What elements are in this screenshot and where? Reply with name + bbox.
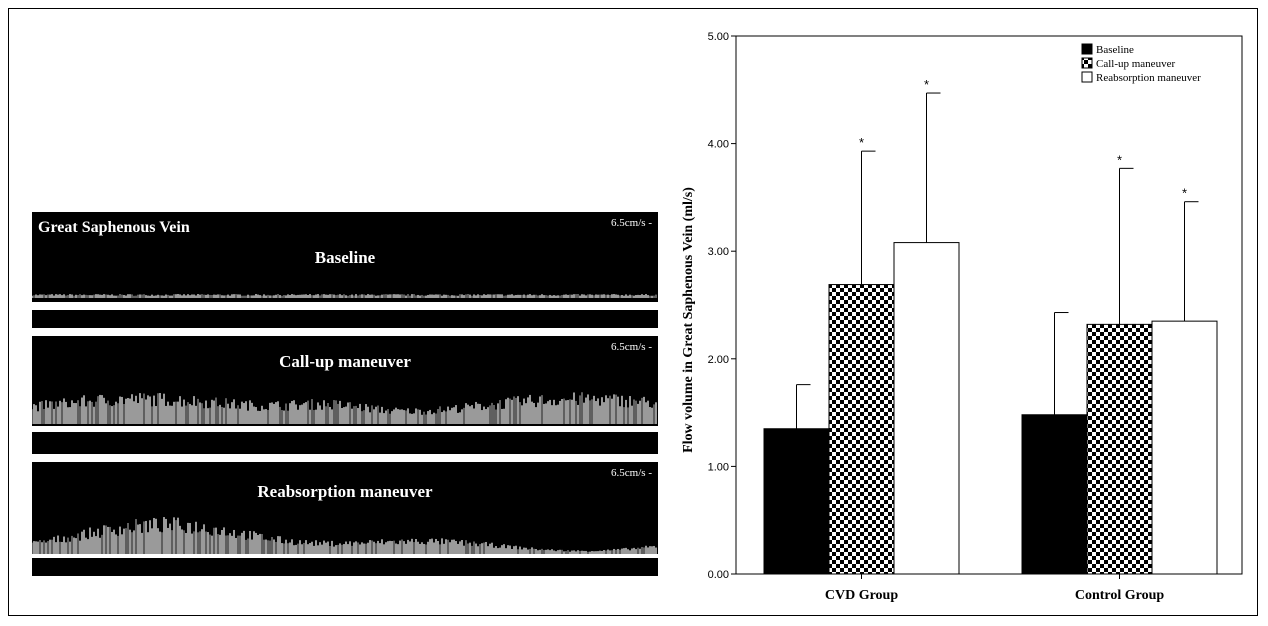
plot-area xyxy=(735,35,1243,575)
y-tick-label: 4.00 xyxy=(708,139,729,151)
bars: * * CVD Group * * Control Group xyxy=(763,77,1218,603)
panel-title-callup: Call-up maneuver xyxy=(279,352,411,371)
legend-swatch xyxy=(1081,57,1093,69)
panel-title-reabsorption: Reabsorption maneuver xyxy=(257,482,433,501)
y-tick-label: 0.00 xyxy=(708,569,729,581)
bar-reabsorption-maneuver-control-group xyxy=(1151,320,1218,575)
velocity-scale: 6.5cm/s - xyxy=(611,217,652,229)
baseline-band xyxy=(32,302,658,310)
significance-marker: * xyxy=(859,135,864,150)
bar-call-up-maneuver-control-group xyxy=(1086,323,1153,575)
x-category-label: Control Group xyxy=(1075,588,1165,603)
y-axis-label: Flow volume in Great Saphenous Vein (ml/… xyxy=(681,187,696,453)
x-category-label: CVD Group xyxy=(825,588,898,603)
significance-marker: * xyxy=(924,77,929,92)
velocity-scale: 6.5cm/s - xyxy=(611,341,652,353)
legend-label: Reabsorption maneuver xyxy=(1096,72,1201,84)
y-axis: 0.00 1.00 2.00 3.00 4.00 5.00 xyxy=(708,31,736,581)
panel-title-baseline: Baseline xyxy=(314,248,376,267)
figure-frame xyxy=(8,8,1258,616)
legend: Baseline Call-up maneuver Reabsorption man… xyxy=(1081,43,1201,84)
bar-call-up-maneuver-cvd-group xyxy=(828,284,895,575)
legend-swatch xyxy=(1081,43,1093,55)
legend-label: Baseline xyxy=(1096,44,1134,56)
y-tick-label: 2.00 xyxy=(708,354,729,366)
y-tick-label: 1.00 xyxy=(708,461,729,473)
spectral-trace xyxy=(32,392,657,424)
significance-marker: * xyxy=(1117,152,1122,167)
legend-label: Call-up maneuver xyxy=(1096,58,1175,70)
legend-swatch xyxy=(1081,71,1093,83)
doppler-waveform-callup xyxy=(32,392,658,432)
bar-baseline-control-group xyxy=(1021,414,1088,575)
baseline-band xyxy=(32,426,658,432)
bar-baseline-cvd-group xyxy=(763,428,830,575)
doppler-panel-baseline: Great Saphenous Vein 6.5cm/s - Baseline xyxy=(32,212,658,328)
y-tick-label: 3.00 xyxy=(708,246,729,258)
vessel-label: Great Saphenous Vein xyxy=(38,219,190,236)
spectral-trace xyxy=(32,517,657,554)
baseline-band xyxy=(32,554,658,558)
bar-reabsorption-maneuver-cvd-group xyxy=(893,242,960,575)
significance-marker: * xyxy=(1182,186,1187,201)
velocity-scale: 6.5cm/s - xyxy=(611,467,652,479)
doppler-waveform-baseline xyxy=(32,294,658,310)
doppler-panel-reabsorption: 6.5cm/s - Reabsorption maneuver xyxy=(32,462,658,576)
doppler-waveform-reabsorption xyxy=(32,517,658,558)
y-tick-label: 5.00 xyxy=(708,31,729,43)
spectral-trace xyxy=(32,294,657,298)
doppler-panel-callup: 6.5cm/s - Call-up maneuver xyxy=(32,336,658,454)
